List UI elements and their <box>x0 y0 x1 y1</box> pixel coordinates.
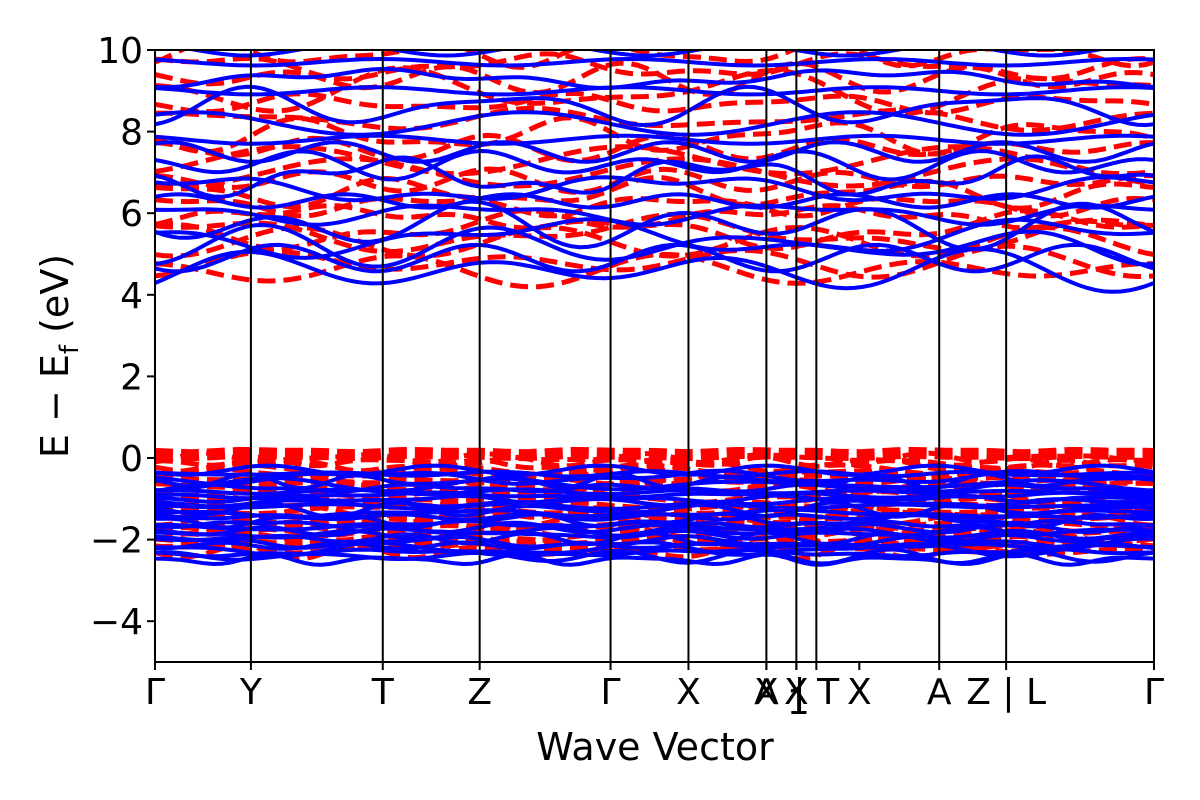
valence-band <box>155 490 1154 501</box>
valence-band <box>155 540 1154 559</box>
conduction-band <box>155 65 1154 117</box>
x-tick-label: Z | L <box>966 672 1046 713</box>
conduction-band <box>155 67 1154 91</box>
x-tick-label: Z <box>467 672 492 713</box>
conduction-band <box>155 84 1154 128</box>
y-tick-label: 8 <box>120 113 143 154</box>
y-tick-label: −2 <box>90 521 143 562</box>
x-tick-label: Γ <box>1144 672 1164 713</box>
y-tick-label: 2 <box>120 357 143 398</box>
valence-band <box>155 447 1154 462</box>
conduction-band <box>184 50 1108 58</box>
conduction-band <box>155 133 1154 146</box>
y-tick-label: 4 <box>120 276 143 317</box>
y-tick-label: 6 <box>120 194 143 235</box>
y-axis-ticks: −4 −2 0 2 4 6 8 10 <box>90 31 155 643</box>
conduction-band <box>155 195 1154 219</box>
y-tick-label: −4 <box>90 602 143 643</box>
conduction-band <box>155 110 1154 137</box>
y-tick-label: 0 <box>120 439 143 480</box>
conduction-band <box>155 222 1154 269</box>
x-tick-label: X <box>784 672 809 713</box>
x-tick-label: Γ <box>601 672 621 713</box>
conduction-band <box>155 154 1154 199</box>
x-tick-label: T <box>371 672 395 713</box>
x-tick-label: | T <box>794 672 841 713</box>
x-tick-label: 1 <box>787 682 810 723</box>
x-tick-label: X <box>847 672 872 713</box>
conduction-band <box>155 148 1154 182</box>
y-axis-label: E − Ef (eV) <box>33 254 85 458</box>
x-axis-label: Wave Vector <box>536 725 774 769</box>
x-tick-label: X <box>676 672 701 713</box>
x-tick-label: A <box>754 672 779 713</box>
kpoint-lines <box>249 50 1008 662</box>
conduction-band <box>155 246 1154 294</box>
valence-band <box>155 463 1154 477</box>
band-lines <box>155 50 1154 567</box>
blue-solid-bands <box>155 50 1154 567</box>
valence-band <box>155 524 1154 538</box>
conduction-band <box>155 85 1154 97</box>
valence-band <box>155 534 1154 550</box>
y-tick-label: 10 <box>97 31 143 72</box>
x-tick-label: A <box>927 672 952 713</box>
x-tick-label: X <box>754 672 779 713</box>
plot-frame <box>154 49 1155 663</box>
conduction-band <box>155 199 1154 252</box>
conduction-band <box>155 203 1154 227</box>
x-tick-label: Γ <box>145 672 165 713</box>
x-tick-label: Y <box>239 672 263 713</box>
conduction-band <box>155 56 1154 68</box>
conduction-band <box>155 115 1154 157</box>
conduction-band <box>155 174 1154 211</box>
conduction-band <box>155 175 1154 203</box>
